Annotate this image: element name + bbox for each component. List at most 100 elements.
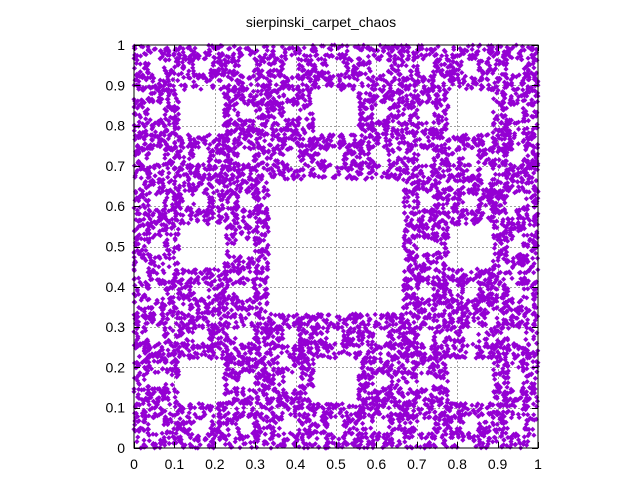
scatter-point — [357, 99, 363, 105]
scatter-point — [141, 407, 147, 413]
scatter-point — [154, 297, 160, 303]
scatter-point — [411, 319, 417, 325]
scatter-point — [247, 296, 253, 302]
scatter-point — [525, 412, 531, 418]
scatter-point — [366, 139, 372, 145]
scatter-point — [159, 344, 165, 350]
scatter-point — [190, 61, 196, 68]
scatter-point — [396, 334, 402, 340]
scatter-point — [205, 145, 211, 152]
scatter-point — [382, 343, 388, 349]
scatter-point — [185, 431, 192, 437]
scatter-point — [356, 437, 362, 443]
scatter-point — [328, 138, 334, 144]
scatter-point — [307, 424, 313, 430]
scatter-point — [249, 444, 255, 450]
scatter-point — [357, 96, 363, 102]
scatter-point — [491, 68, 497, 74]
scatter-point — [520, 441, 526, 447]
scatter-point — [411, 63, 417, 69]
scatter-point — [146, 342, 152, 348]
scatter-point — [207, 275, 213, 281]
scatter-point — [508, 322, 514, 328]
scatter-point — [414, 348, 420, 354]
scatter-point — [199, 352, 205, 358]
scatter-point — [296, 399, 302, 405]
scatter-point — [500, 409, 506, 415]
scatter-point — [431, 275, 437, 281]
scatter-point — [440, 202, 446, 208]
scatter-point — [247, 209, 253, 215]
scatter-point — [352, 350, 358, 356]
scatter-point — [431, 334, 437, 340]
scatter-point — [276, 94, 282, 100]
scatter-point — [371, 397, 377, 403]
scatter-point — [426, 397, 432, 403]
scatter-points — [131, 42, 541, 451]
scatter-point — [415, 54, 421, 60]
scatter-point — [356, 396, 362, 402]
chart-title: sierpinski_carpet_chaos — [246, 14, 396, 30]
scatter-point — [316, 84, 322, 91]
scatter-point — [219, 355, 225, 361]
scatter-point — [430, 365, 436, 371]
scatter-point — [272, 312, 278, 318]
scatter-point — [462, 47, 468, 53]
scatter-point — [457, 275, 463, 281]
scatter-point — [502, 184, 508, 190]
scatter-point — [259, 68, 265, 74]
scatter-point — [465, 43, 471, 49]
scatter-point — [405, 371, 411, 377]
scatter-point — [502, 91, 508, 97]
scatter-point — [438, 384, 444, 390]
scatter-point — [182, 187, 188, 194]
scatter-point — [169, 430, 175, 436]
scatter-point — [294, 312, 300, 318]
scatter-point — [476, 338, 482, 344]
scatter-point — [490, 332, 496, 338]
scatter-point — [270, 122, 276, 128]
scatter-point — [452, 177, 458, 183]
scatter-point — [411, 398, 417, 404]
scatter-point — [524, 320, 530, 326]
scatter-point — [494, 295, 500, 301]
scatter-point — [482, 311, 488, 317]
scatter-point — [220, 435, 226, 441]
scatter-point — [250, 357, 256, 363]
scatter-point — [491, 306, 497, 312]
scatter-point — [508, 415, 514, 421]
scatter-point — [459, 430, 465, 436]
scatter-point — [263, 294, 269, 300]
scatter-point — [479, 74, 485, 80]
scatter-point — [231, 325, 237, 331]
scatter-point — [354, 352, 360, 358]
scatter-point — [301, 173, 307, 179]
scatter-point — [369, 441, 375, 447]
scatter-point — [440, 270, 446, 276]
scatter-point — [533, 70, 539, 76]
scatter-point — [251, 323, 257, 329]
scatter-point — [495, 255, 501, 261]
scatter-point — [175, 226, 181, 232]
scatter-point — [275, 354, 281, 360]
scatter-point — [365, 83, 371, 89]
scatter-point — [437, 97, 443, 103]
scatter-point — [310, 361, 317, 367]
scatter-point — [518, 276, 524, 282]
scatter-point — [299, 64, 305, 70]
scatter-point — [137, 370, 143, 376]
scatter-point — [414, 378, 420, 384]
scatter-point — [352, 140, 358, 146]
scatter-point — [486, 270, 492, 276]
scatter-point — [508, 389, 514, 395]
scatter-point — [387, 165, 393, 171]
scatter-point — [397, 165, 403, 171]
scatter-point — [512, 403, 518, 409]
scatter-point — [363, 430, 369, 437]
scatter-point — [512, 261, 518, 268]
scatter-point — [441, 339, 447, 345]
scatter-point — [342, 165, 349, 171]
scatter-point — [434, 318, 440, 324]
scatter-point — [178, 82, 184, 88]
